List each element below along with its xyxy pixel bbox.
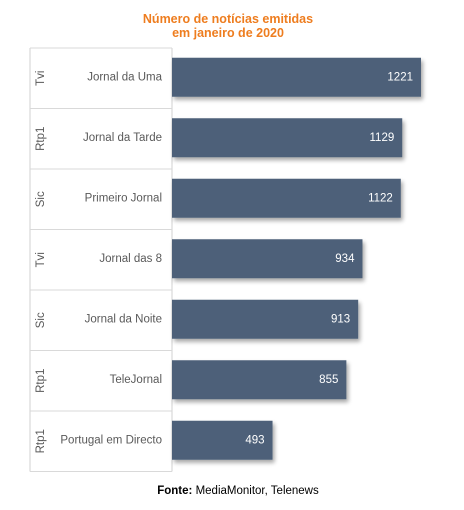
program-label: Jornal da Tarde <box>83 132 162 144</box>
source-note: Fonte: MediaMonitor, Telenews <box>6 485 464 497</box>
channel-label: Sic <box>35 191 47 207</box>
program-label: Jornal das 8 <box>99 253 162 265</box>
program-label: Portugal em Directo <box>60 434 162 446</box>
bar <box>172 118 403 158</box>
program-label: Jornal da Uma <box>87 71 162 83</box>
bar <box>172 299 359 339</box>
bar <box>172 420 273 460</box>
channel-label: Rtp1 <box>35 127 47 151</box>
chart-title-line-2: em janeiro de 2020 <box>172 26 284 40</box>
data-label: 493 <box>245 434 264 446</box>
channel-label: Sic <box>35 312 47 328</box>
program-label: TeleJornal <box>110 374 162 386</box>
program-label: Primeiro Jornal <box>85 192 162 204</box>
chart-title-line-1: Número de notícias emitidas <box>142 12 314 26</box>
source-label: Fonte: <box>157 485 193 497</box>
data-label: 934 <box>335 253 355 265</box>
bar <box>172 360 347 400</box>
data-label: 1221 <box>387 71 413 83</box>
bar <box>172 178 401 218</box>
channel-label: Rtp1 <box>35 369 47 393</box>
data-label: 1122 <box>368 192 393 204</box>
source-text: MediaMonitor, Telenews <box>195 485 319 497</box>
bar <box>172 57 421 97</box>
data-label: 1129 <box>370 132 395 144</box>
channel-label: Tvi <box>35 252 47 267</box>
channel-label: Rtp1 <box>35 429 47 453</box>
data-label: 913 <box>331 313 350 325</box>
bar <box>172 239 363 279</box>
bar-chart: Tvi Jornal da Uma 1221 Rtp1 Jornal da Tarde 1… <box>29 47 421 472</box>
data-label: 855 <box>319 374 338 386</box>
channel-label: Tvi <box>35 71 47 86</box>
program-label: Jornal da Noite <box>85 313 162 325</box>
